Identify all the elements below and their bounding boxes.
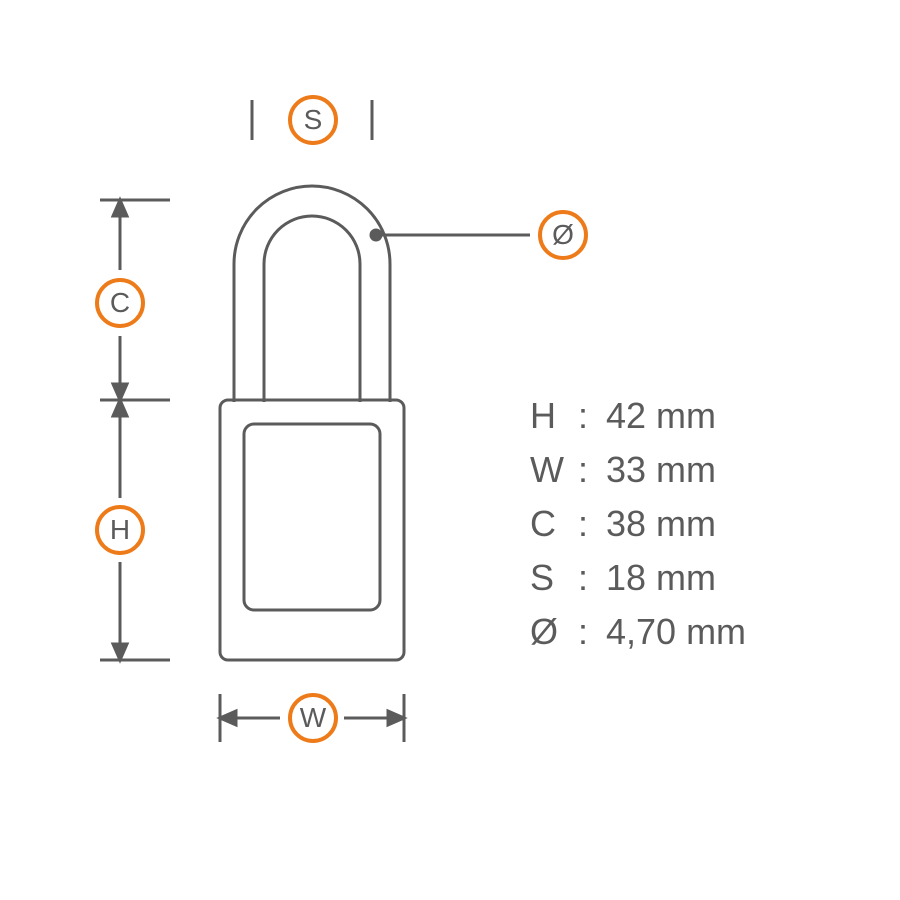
spec-key: H [530, 395, 578, 437]
dim-label-w-text: W [300, 702, 326, 734]
dim-left-rail [100, 200, 170, 660]
spec-colon: : [578, 557, 606, 599]
spec-value: 18 mm [606, 557, 716, 599]
dim-label-c: C [95, 278, 145, 328]
spec-row: Ø : 4,70 mm [530, 611, 746, 653]
dim-label-c-text: C [110, 287, 130, 319]
spec-row: H : 42 mm [530, 395, 746, 437]
spec-row: S : 18 mm [530, 557, 746, 599]
spec-key: W [530, 449, 578, 491]
padlock-shackle [234, 186, 390, 402]
dim-label-s-text: S [304, 104, 323, 136]
spec-list: H : 42 mm W : 33 mm C : 38 mm S : 18 mm … [530, 395, 746, 665]
dim-label-diameter: Ø [538, 210, 588, 260]
spec-key: Ø [530, 611, 578, 653]
spec-colon: : [578, 395, 606, 437]
dim-label-s: S [288, 95, 338, 145]
dim-diameter-leader [371, 230, 530, 240]
spec-value: 4,70 mm [606, 611, 746, 653]
spec-row: W : 33 mm [530, 449, 746, 491]
padlock-diagram-svg [0, 0, 900, 900]
dim-label-h-text: H [110, 514, 130, 546]
dim-label-w: W [288, 693, 338, 743]
spec-key: C [530, 503, 578, 545]
spec-value: 33 mm [606, 449, 716, 491]
spec-row: C : 38 mm [530, 503, 746, 545]
padlock-body [220, 400, 404, 660]
spec-value: 38 mm [606, 503, 716, 545]
diagram-canvas: S C H W Ø H : 42 mm W : 33 mm C : 38 mm … [0, 0, 900, 900]
dim-label-h: H [95, 505, 145, 555]
spec-colon: : [578, 503, 606, 545]
spec-key: S [530, 557, 578, 599]
spec-colon: : [578, 449, 606, 491]
spec-value: 42 mm [606, 395, 716, 437]
spec-colon: : [578, 611, 606, 653]
dim-label-diameter-text: Ø [552, 219, 574, 251]
